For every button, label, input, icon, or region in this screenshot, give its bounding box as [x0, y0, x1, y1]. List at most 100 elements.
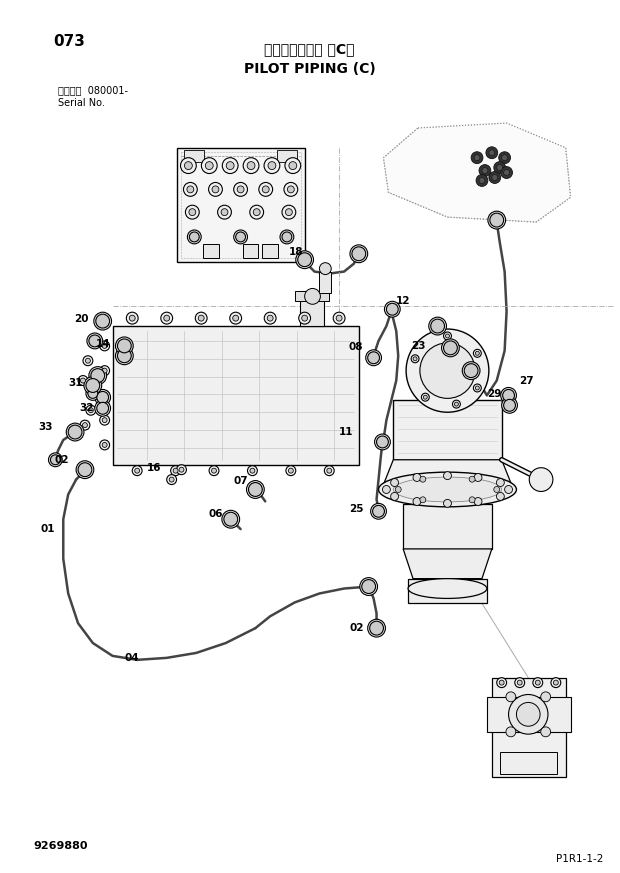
Text: 33: 33: [38, 422, 53, 432]
Circle shape: [474, 498, 482, 505]
Text: 02: 02: [54, 455, 69, 464]
Circle shape: [494, 162, 505, 174]
Circle shape: [78, 375, 88, 386]
Ellipse shape: [408, 579, 487, 598]
Circle shape: [187, 186, 194, 193]
Text: Serial No.: Serial No.: [58, 99, 105, 108]
Circle shape: [268, 162, 276, 169]
Circle shape: [505, 485, 513, 493]
Circle shape: [370, 622, 383, 635]
Bar: [262, 244, 278, 258]
Circle shape: [189, 209, 196, 216]
Circle shape: [411, 354, 419, 363]
Circle shape: [368, 619, 386, 637]
Circle shape: [296, 251, 314, 269]
Circle shape: [247, 162, 255, 169]
Text: 25: 25: [350, 505, 364, 514]
Circle shape: [486, 147, 498, 159]
Circle shape: [497, 677, 507, 688]
Text: 29: 29: [487, 389, 502, 400]
Circle shape: [198, 315, 204, 321]
Circle shape: [469, 477, 475, 482]
Circle shape: [234, 182, 247, 196]
Circle shape: [508, 695, 548, 734]
Bar: [393, 401, 502, 460]
Circle shape: [173, 468, 178, 473]
Circle shape: [541, 692, 551, 702]
Bar: [180, 152, 301, 258]
Circle shape: [501, 167, 513, 178]
Bar: [487, 698, 570, 732]
Circle shape: [333, 313, 345, 324]
Circle shape: [86, 358, 91, 363]
Circle shape: [223, 158, 238, 174]
Circle shape: [429, 317, 446, 335]
Circle shape: [135, 468, 140, 473]
Circle shape: [102, 368, 107, 373]
Circle shape: [497, 492, 504, 500]
Circle shape: [446, 334, 450, 338]
Circle shape: [391, 478, 399, 486]
Circle shape: [95, 401, 110, 416]
Circle shape: [502, 397, 518, 413]
Circle shape: [529, 468, 553, 491]
Bar: [500, 752, 557, 773]
Circle shape: [479, 177, 485, 183]
Circle shape: [284, 182, 298, 196]
Circle shape: [89, 335, 100, 347]
Circle shape: [285, 209, 292, 216]
Circle shape: [226, 162, 234, 169]
Circle shape: [184, 182, 197, 196]
Circle shape: [117, 349, 131, 362]
Circle shape: [132, 465, 142, 476]
Circle shape: [167, 475, 177, 485]
Circle shape: [490, 213, 503, 227]
Circle shape: [422, 393, 429, 402]
Circle shape: [383, 485, 391, 493]
Circle shape: [95, 389, 110, 405]
Circle shape: [184, 162, 192, 169]
Circle shape: [474, 473, 482, 481]
Bar: [203, 244, 219, 258]
Circle shape: [81, 378, 86, 383]
Circle shape: [282, 232, 292, 242]
Circle shape: [86, 387, 100, 401]
Bar: [319, 272, 331, 293]
Circle shape: [499, 680, 504, 685]
Circle shape: [482, 168, 488, 174]
Circle shape: [327, 468, 332, 473]
Text: 27: 27: [519, 375, 534, 386]
Circle shape: [541, 727, 551, 737]
Circle shape: [100, 390, 110, 401]
Circle shape: [476, 175, 488, 187]
Circle shape: [551, 677, 560, 688]
Text: パイロット配管 （C）: パイロット配管 （C）: [264, 42, 355, 56]
Circle shape: [464, 364, 478, 377]
Circle shape: [100, 440, 110, 450]
Text: 適用号機  080001-: 適用号機 080001-: [58, 86, 128, 95]
Circle shape: [463, 361, 480, 380]
Circle shape: [497, 165, 503, 170]
Text: 06: 06: [209, 509, 223, 519]
Circle shape: [237, 186, 244, 193]
Circle shape: [68, 425, 82, 439]
Circle shape: [224, 512, 237, 526]
Circle shape: [259, 182, 273, 196]
Circle shape: [205, 162, 213, 169]
Circle shape: [386, 303, 398, 315]
Circle shape: [406, 329, 489, 412]
Circle shape: [95, 314, 110, 328]
Circle shape: [441, 339, 459, 357]
Circle shape: [253, 209, 260, 216]
Text: 073: 073: [53, 34, 86, 49]
Circle shape: [262, 186, 269, 193]
Circle shape: [84, 376, 102, 395]
Circle shape: [324, 465, 334, 476]
Circle shape: [267, 315, 273, 321]
Circle shape: [180, 158, 197, 174]
Circle shape: [352, 247, 366, 261]
Bar: [299, 292, 324, 326]
Bar: [113, 326, 359, 464]
Text: P1R1-1-2: P1R1-1-2: [556, 854, 603, 864]
Circle shape: [502, 155, 508, 161]
